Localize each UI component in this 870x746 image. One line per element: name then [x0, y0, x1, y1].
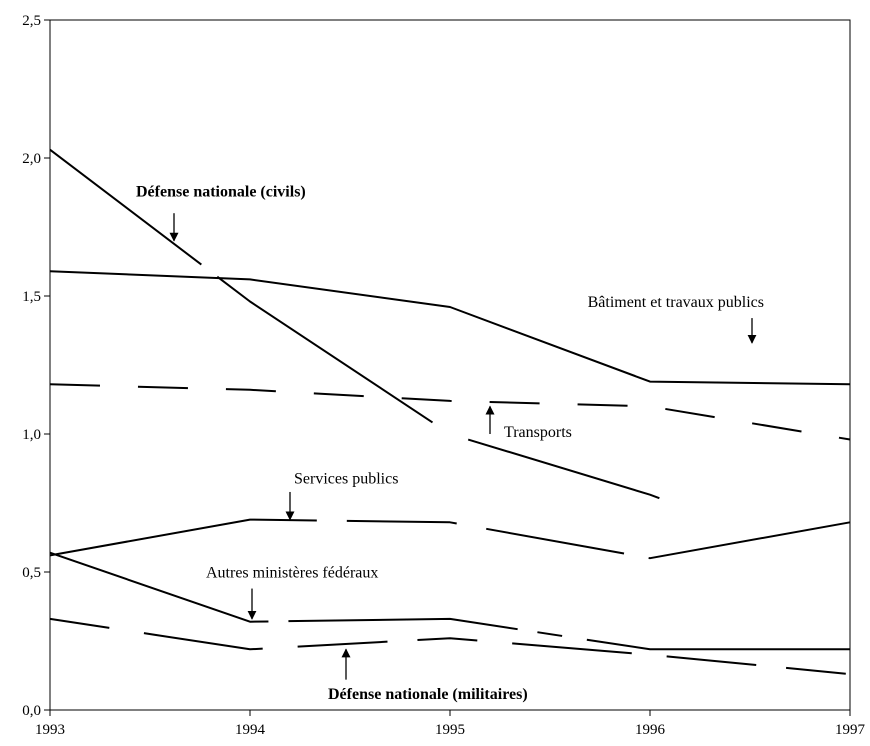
series-line-autres-ministeres-federaux [49, 551, 850, 651]
series-line-services-publics [49, 518, 851, 560]
series-line-defense-nationale-militaires [49, 617, 851, 676]
series-label-autres-ministeres-federaux: Autres ministères fédéraux [206, 565, 378, 582]
x-tick-label: 1996 [635, 722, 666, 738]
x-tick-label: 1993 [35, 722, 65, 738]
plot-area [49, 19, 851, 711]
series-label-transports: Transports [504, 424, 572, 441]
series-label-defense-nationale-militaires: Défense nationale (militaires) [328, 686, 528, 703]
y-tick-label: 0,0 [22, 703, 41, 719]
x-tick-label: 1997 [835, 722, 866, 738]
series-line-defense-nationale-civils [49, 148, 851, 571]
series-label-services-publics: Services publics [294, 471, 398, 488]
x-axis: 1993 1994 1995 1996 1997 [35, 710, 866, 738]
y-tick-label: 1,0 [22, 427, 41, 443]
series-label-batiment-et-travaux-publics: Bâtiment et travaux publics [588, 294, 764, 311]
series-label-defense-nationale-civils: Défense nationale (civils) [136, 184, 306, 201]
y-tick-label: 2,5 [22, 13, 41, 29]
plot-border [49, 19, 851, 711]
y-axis: 0,0 0,5 1,0 1,5 2,0 2,5 [22, 13, 50, 719]
series-lines [49, 148, 851, 676]
x-tick-label: 1994 [235, 722, 266, 738]
y-tick-label: 0,5 [22, 565, 41, 581]
x-tick-label: 1995 [435, 722, 465, 738]
y-tick-label: 1,5 [22, 289, 41, 305]
series-annotations: Défense nationale (civils) Bâtiment et tr… [136, 184, 764, 703]
series-line-transports [49, 383, 851, 441]
y-tick-label: 2,0 [22, 151, 41, 167]
series-line-batiment-et-travaux-publics [49, 270, 851, 386]
